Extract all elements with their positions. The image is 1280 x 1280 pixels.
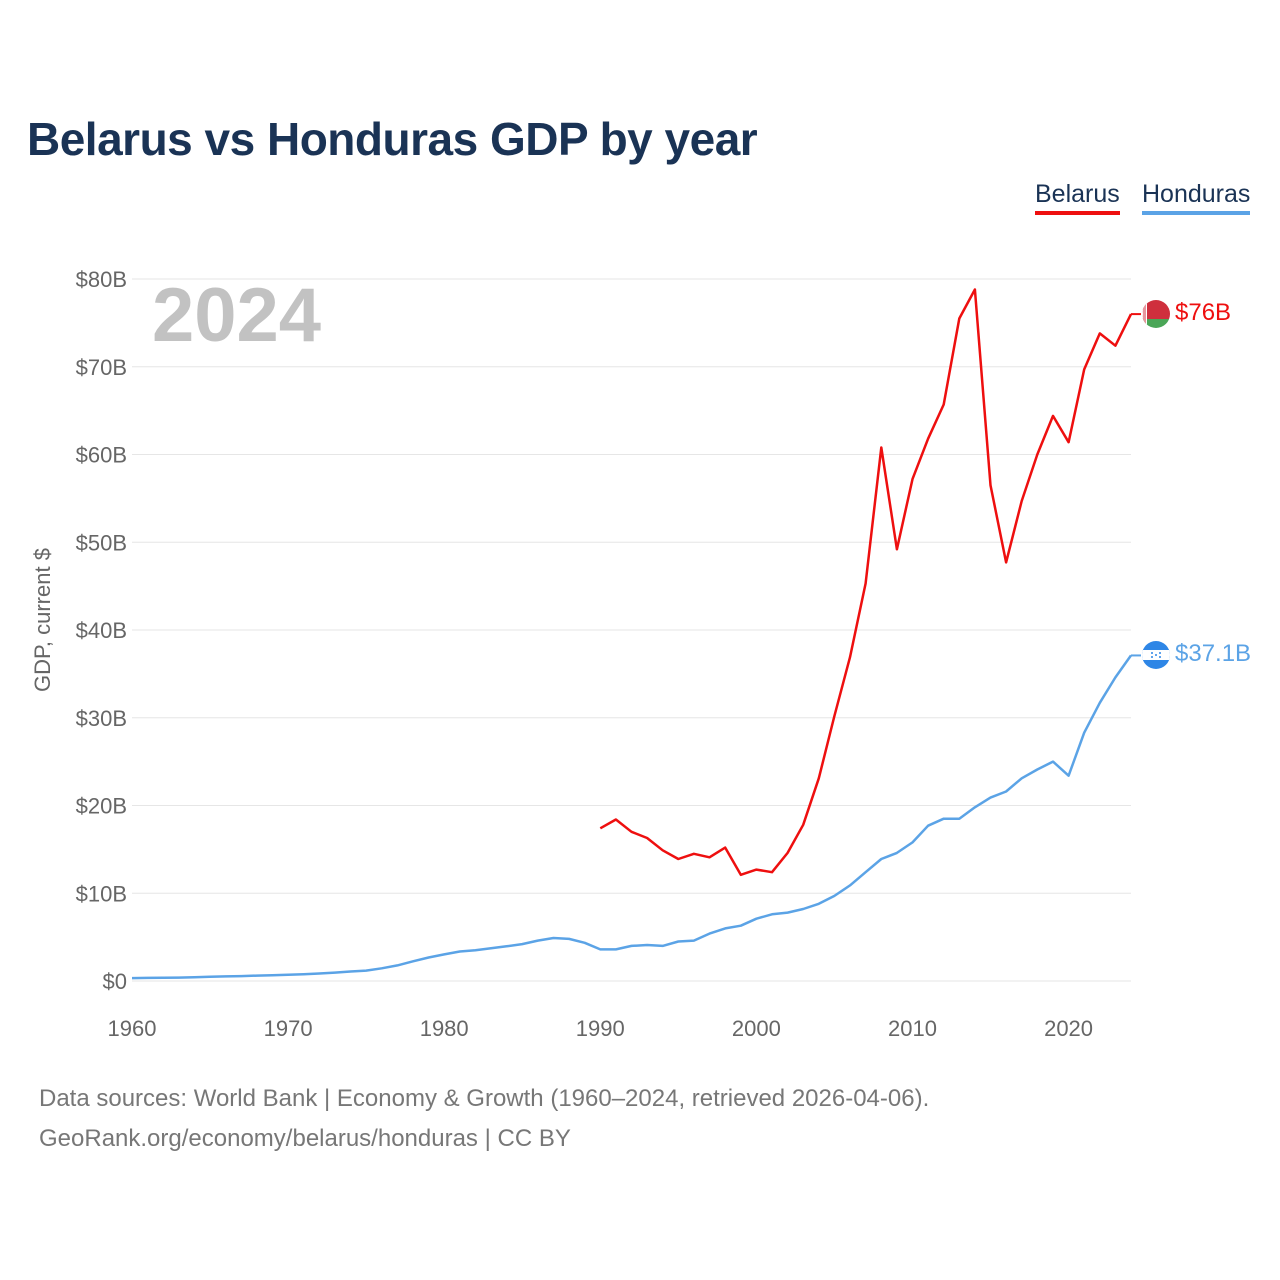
y-tick-label: $70B <box>76 355 127 380</box>
y-tick-label: $0 <box>103 969 127 994</box>
y-tick-label: $10B <box>76 881 127 906</box>
x-tick-label: 1980 <box>420 1016 469 1041</box>
x-tick-label: 2010 <box>888 1016 937 1041</box>
y-tick-label: $40B <box>76 618 127 643</box>
x-axis-ticks: 1960 1970 1980 1990 2000 2010 2020 <box>108 1016 1094 1041</box>
year-label: 2024 <box>152 273 322 358</box>
x-tick-label: 1970 <box>264 1016 313 1041</box>
x-tick-label: 1960 <box>108 1016 157 1041</box>
y-tick-label: $20B <box>76 794 127 819</box>
x-tick-label: 2020 <box>1044 1016 1093 1041</box>
gridlines <box>132 278 1131 982</box>
x-tick-label: 2000 <box>732 1016 781 1041</box>
line-chart: $0$10B$20B$30B$40B$50B$60B$70B$80B 1960 1… <box>30 267 1251 1041</box>
y-tick-label: $80B <box>76 267 127 292</box>
legend-honduras[interactable]: Honduras <box>1142 180 1251 215</box>
series-line-belarus[interactable] <box>599 288 1133 877</box>
end-label-belarus: $76B <box>1175 299 1231 326</box>
belarus-flag-icon <box>1142 300 1170 328</box>
y-tick-label: $50B <box>76 530 127 555</box>
y-axis-ticks: $0 $10B $20B $30B $40B $50B $60B $70B $80B <box>76 267 127 994</box>
end-label-honduras: $37.1B <box>1175 640 1251 667</box>
chart-title: Belarus vs Honduras GDP by year <box>27 113 758 165</box>
y-tick-label: $30B <box>76 706 127 731</box>
source-link[interactable]: GeoRank.org/economy/belarus/honduras | C… <box>39 1125 571 1152</box>
honduras-flag-icon <box>1142 641 1170 669</box>
x-tick-label: 1990 <box>576 1016 625 1041</box>
source-note: Data sources: World Bank | Economy & Gro… <box>39 1085 930 1112</box>
y-tick-label: $60B <box>76 443 127 468</box>
series-line-honduras[interactable] <box>131 654 1133 980</box>
series-lines <box>131 288 1141 980</box>
y-axis-label: GDP, current $ <box>30 548 55 692</box>
legend-belarus[interactable]: Belarus <box>1035 180 1120 215</box>
